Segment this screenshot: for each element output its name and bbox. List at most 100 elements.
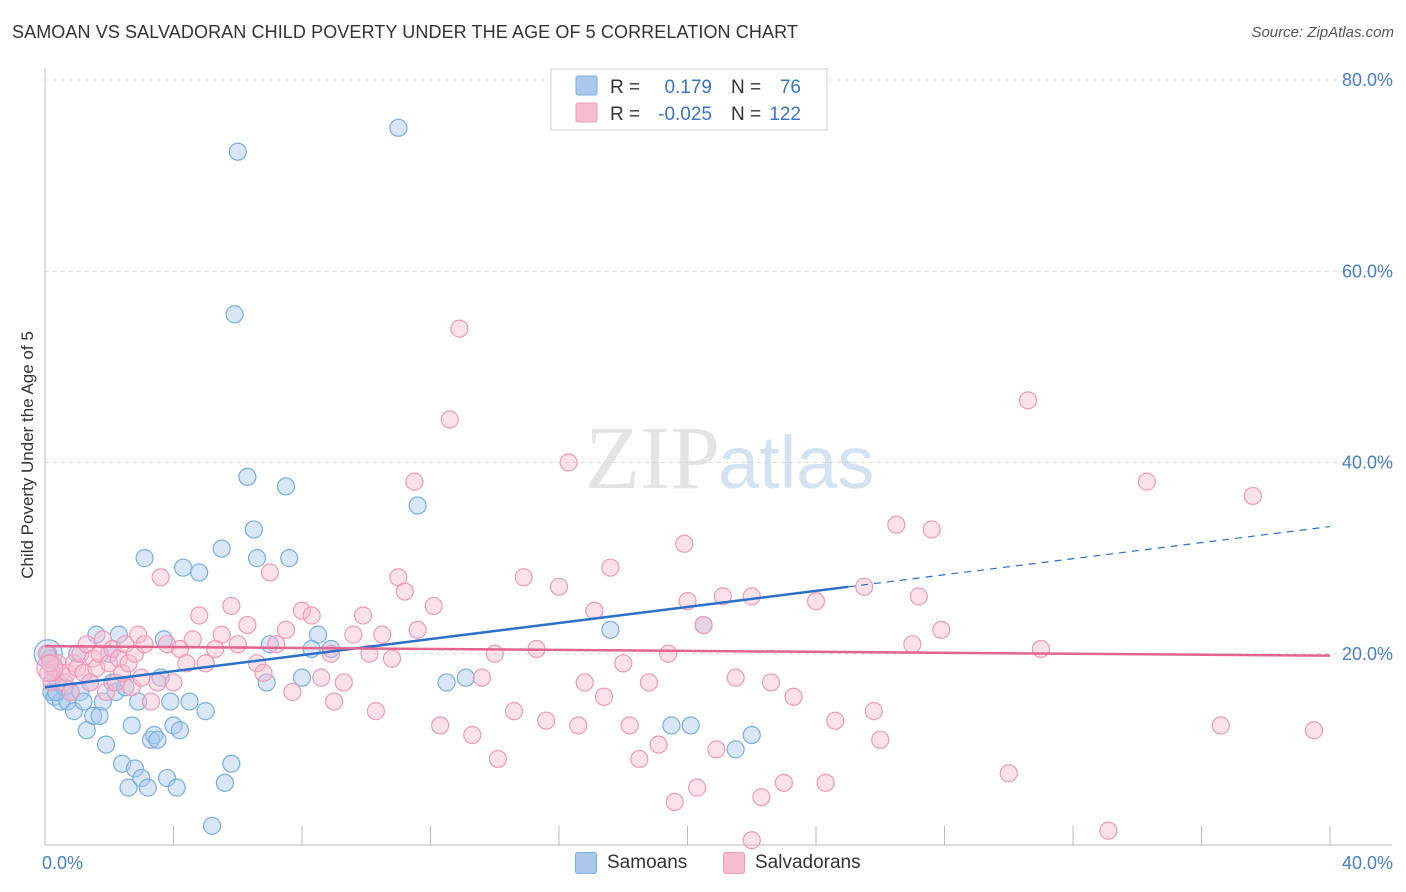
samoans-point: [119, 778, 138, 797]
samoans-point: [84, 706, 103, 726]
salvadorans-point: [1099, 821, 1118, 840]
legend-r-label-2: R =: [610, 104, 640, 125]
samoans-label: Samoans: [607, 852, 688, 873]
salvadorans-point: [283, 682, 302, 702]
salvadorans-point: [922, 520, 941, 539]
salvadorans-point: [537, 711, 556, 730]
salvadorans-point: [61, 682, 80, 702]
samoans-point: [96, 735, 116, 754]
salvadorans-point: [903, 635, 922, 654]
y-tick-label: 80.0%: [1342, 70, 1393, 90]
salvadorans-point: [344, 625, 363, 644]
salvadorans-point: [55, 673, 74, 692]
samoans-trend-line: [44, 585, 849, 689]
samoans-point: [222, 754, 241, 773]
salvadorans-point: [93, 630, 112, 649]
salvadorans-point: [826, 711, 845, 730]
samoans-point: [125, 759, 145, 778]
x-tick-label: 0.0%: [42, 853, 83, 873]
samoans-point: [280, 549, 299, 568]
y-tick-labels: 20.0% 40.0% 60.0% 80.0%: [1342, 70, 1393, 664]
samoans-point: [662, 716, 681, 735]
salvadorans-point: [569, 716, 588, 735]
salvadorans-point: [742, 587, 761, 606]
salvadorans-swatch: [723, 852, 745, 874]
salvadorans-cluster-point: [36, 654, 64, 682]
legend-item-salvadorans: Salvadorans: [723, 852, 861, 874]
samoans-point: [74, 692, 93, 711]
salvadorans-point: [334, 673, 353, 692]
samoans-point: [196, 702, 215, 721]
samoans-point: [292, 668, 312, 687]
watermark: ZIP: [585, 409, 720, 508]
samoans-point: [135, 549, 154, 568]
salvadorans-label: Salvadorans: [755, 852, 861, 873]
samoans-point: [212, 539, 231, 558]
chart-title: SAMOAN VS SALVADORAN CHILD POVERTY UNDER…: [12, 22, 798, 42]
x-tick-label: 40.0%: [1342, 853, 1393, 873]
samoans-point: [308, 625, 328, 644]
samoans-point: [93, 692, 112, 711]
salvadorans-point: [488, 749, 508, 769]
salvadorans-point: [864, 702, 883, 721]
salvadorans-point: [1243, 486, 1263, 506]
salvadorans-point: [1304, 721, 1324, 740]
salvadorans-point: [135, 635, 154, 654]
samoans-point: [161, 692, 180, 711]
legend-swatch-samoans: [575, 75, 598, 96]
samoans-trend-extension: [848, 525, 1331, 588]
samoans-point: [228, 142, 247, 161]
salvadorans-point: [177, 654, 196, 673]
salvadorans-point: [100, 654, 119, 673]
salvadorans-point: [472, 668, 491, 687]
samoans-point: [389, 118, 408, 137]
salvadorans-point: [614, 654, 633, 673]
salvadorans-point: [620, 716, 639, 735]
salvadorans-point: [559, 453, 578, 472]
salvadorans-point: [276, 620, 296, 639]
salvadorans-point: [649, 735, 668, 754]
salvadorans-point: [504, 702, 524, 721]
samoans-point: [190, 563, 209, 582]
samoans-point: [138, 778, 157, 797]
salvadorans-point: [119, 654, 138, 673]
salvadorans-point: [549, 577, 569, 596]
salvadorans-point: [909, 587, 928, 606]
salvadorans-point: [871, 730, 890, 749]
samoans-point: [408, 496, 427, 515]
legend-n-label-2: N =: [731, 104, 761, 125]
samoans-point: [681, 716, 700, 735]
legend-n-value-2: 122: [769, 104, 801, 125]
samoans-point: [174, 558, 193, 577]
salvadorans-point: [312, 668, 331, 687]
salvadorans-point: [887, 515, 906, 534]
legend-n-value-1: 76: [780, 77, 801, 98]
salvadorans-point: [260, 563, 279, 582]
salvadorans-point: [601, 558, 620, 577]
x-tick-labels: 0.0% 40.0%: [42, 853, 1393, 873]
salvadorans-point: [424, 596, 443, 616]
salvadorans-point: [183, 630, 202, 649]
salvadorans-point: [1211, 716, 1230, 735]
samoans-point: [167, 778, 186, 797]
salvadorans-point: [325, 692, 344, 711]
salvadorans-point: [302, 606, 321, 625]
legend-box: R = 0.179 N = 76 R = -0.025 N = 122: [550, 68, 828, 131]
samoans-point: [51, 692, 71, 711]
legend-swatch-salvadorans: [575, 102, 598, 123]
samoans-point: [257, 673, 276, 692]
samoans-swatch: [575, 852, 597, 874]
y-tick-label: 40.0%: [1342, 453, 1393, 473]
samoans-point: [742, 725, 761, 745]
salvadorans-point: [440, 410, 459, 429]
samoans-point: [90, 706, 109, 726]
salvadorans-point: [665, 792, 684, 812]
salvadorans-point: [1018, 391, 1038, 410]
samoans-point: [601, 620, 620, 639]
legend-r-value-2: -0.025: [658, 104, 712, 125]
salvadorans-point: [382, 649, 402, 668]
samoans-point: [64, 702, 84, 721]
salvadorans-point: [761, 673, 781, 692]
samoans-points: [33, 118, 761, 835]
salvadorans-point: [707, 740, 726, 759]
